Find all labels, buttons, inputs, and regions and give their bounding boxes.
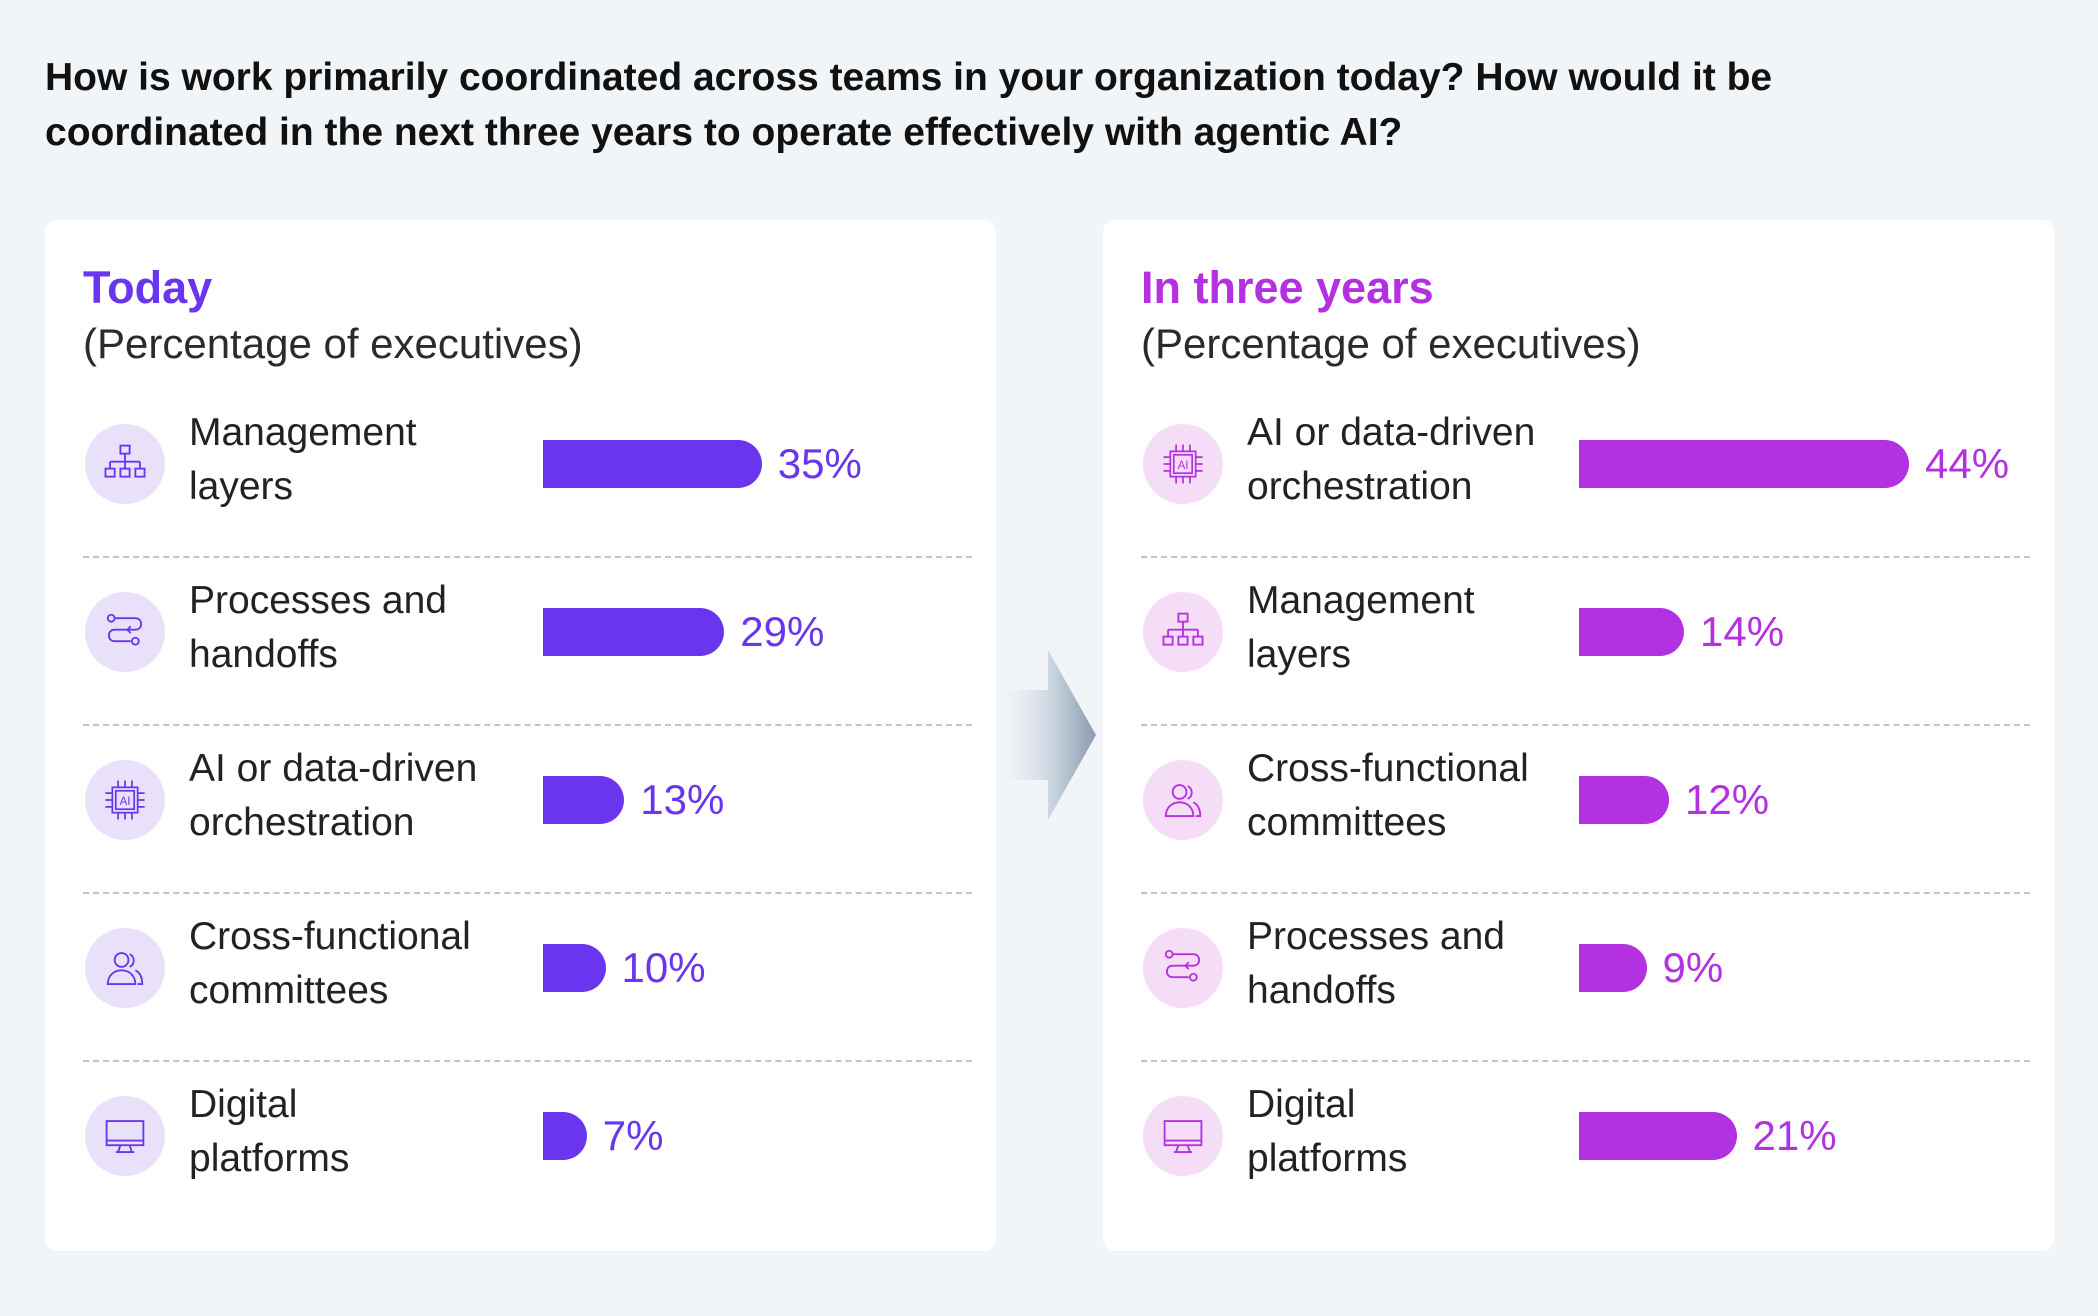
in-three-years-rows: AI AI or data-driven orchestration 44% Manag… bbox=[1103, 390, 2054, 1230]
ai-chip-icon: AI bbox=[85, 760, 165, 840]
bar bbox=[543, 776, 625, 824]
category-label-line: Management bbox=[1247, 579, 1475, 622]
workflow-icon bbox=[1143, 928, 1223, 1008]
category-label: AI or data-driven orchestration bbox=[1247, 406, 1577, 514]
value-label: 44% bbox=[1925, 440, 2010, 487]
chart-row: AI AI or data-driven orchestration 44% bbox=[1103, 390, 2054, 558]
bar bbox=[1579, 608, 1684, 656]
value-label: 12% bbox=[1685, 776, 1770, 823]
value-label: 29% bbox=[740, 608, 825, 655]
category-label-line: AI or data-driven bbox=[1247, 411, 1536, 454]
chart-row: Processes and handoffs 9% bbox=[1103, 894, 2054, 1062]
chart-row: Management layers 35% bbox=[45, 390, 996, 558]
in-three-years-panel: In three years (Percentage of executives… bbox=[1103, 220, 2054, 1251]
row-divider bbox=[83, 892, 972, 894]
chart-row: AI AI or data-driven orchestration 13% bbox=[45, 726, 996, 894]
category-label-line: platforms bbox=[189, 1137, 350, 1180]
category-label: Cross-functional committees bbox=[1247, 742, 1577, 850]
row-divider bbox=[1141, 724, 2030, 726]
value-label: 10% bbox=[621, 944, 706, 991]
row-divider bbox=[83, 556, 972, 558]
value-label: 9% bbox=[1662, 944, 1724, 991]
value-label: 14% bbox=[1700, 608, 1785, 655]
category-label-line: orchestration bbox=[1247, 465, 1473, 508]
today-rows: Management layers 35% Processes and handoffs… bbox=[45, 390, 996, 1230]
today-panel: Today (Percentage of executives) Managem… bbox=[45, 220, 996, 1251]
category-label-line: layers bbox=[1247, 633, 1352, 676]
today-subtitle: (Percentage of executives) bbox=[83, 320, 583, 367]
value-label: 7% bbox=[602, 1112, 664, 1159]
today-title: Today bbox=[83, 262, 213, 313]
category-label-line: platforms bbox=[1247, 1137, 1408, 1180]
bar bbox=[1579, 1112, 1737, 1160]
workflow-icon bbox=[85, 592, 165, 672]
category-label-line: Cross-functional bbox=[189, 915, 471, 958]
value-label: 35% bbox=[777, 440, 862, 487]
question-title: How is work primarily coordinated across… bbox=[45, 56, 1773, 154]
category-label: Management layers bbox=[1247, 574, 1577, 682]
category-label-line: Processes and bbox=[189, 579, 447, 622]
chart-row: Digital platforms 7% bbox=[45, 1062, 996, 1230]
monitor-icon bbox=[1143, 1096, 1223, 1176]
category-label: Cross-functional committees bbox=[189, 910, 519, 1018]
category-label: Management layers bbox=[189, 406, 519, 514]
value-label: 13% bbox=[640, 776, 725, 823]
people-icon bbox=[1143, 760, 1223, 840]
chart-row: Management layers 14% bbox=[1103, 558, 2054, 726]
bar bbox=[1579, 776, 1669, 824]
category-label-line: AI or data-driven bbox=[189, 747, 478, 790]
chart-row: Digital platforms 21% bbox=[1103, 1062, 2054, 1230]
bar bbox=[543, 440, 762, 488]
category-label-line: Digital bbox=[189, 1083, 298, 1126]
category-label: AI or data-driven orchestration bbox=[189, 742, 519, 850]
ai-chip-icon: AI bbox=[1143, 424, 1223, 504]
category-label-line: handoffs bbox=[1247, 969, 1396, 1012]
category-label-line: committees bbox=[189, 969, 389, 1012]
chart-row: Cross-functional committees 10% bbox=[45, 894, 996, 1062]
category-label-line: committees bbox=[1247, 801, 1447, 844]
bar bbox=[543, 1112, 587, 1160]
category-label: Digital platforms bbox=[189, 1078, 519, 1186]
category-label-line: handoffs bbox=[189, 633, 338, 676]
in-three-years-subtitle: (Percentage of executives) bbox=[1141, 320, 1641, 367]
category-label-line: orchestration bbox=[189, 801, 415, 844]
monitor-icon bbox=[85, 1096, 165, 1176]
bar bbox=[543, 944, 606, 992]
category-label: Digital platforms bbox=[1247, 1078, 1577, 1186]
transition-arrow-icon bbox=[1000, 650, 1096, 820]
category-label: Processes and handoffs bbox=[1247, 910, 1577, 1018]
row-divider bbox=[83, 1060, 972, 1062]
category-label-line: Processes and bbox=[1247, 915, 1505, 958]
in-three-years-title: In three years bbox=[1141, 262, 1434, 313]
chart-row: Processes and handoffs 29% bbox=[45, 558, 996, 726]
category-label-line: Cross-functional bbox=[1247, 747, 1529, 790]
bar bbox=[543, 608, 725, 656]
people-icon bbox=[85, 928, 165, 1008]
row-divider bbox=[1141, 892, 2030, 894]
svg-text:AI: AI bbox=[1178, 460, 1189, 472]
category-label-line: Management bbox=[189, 411, 417, 454]
category-label: Processes and handoffs bbox=[189, 574, 519, 682]
category-label-line: layers bbox=[189, 465, 294, 508]
row-divider bbox=[83, 724, 972, 726]
row-divider bbox=[1141, 556, 2030, 558]
org-chart-icon bbox=[85, 424, 165, 504]
row-divider bbox=[1141, 1060, 2030, 1062]
svg-text:AI: AI bbox=[120, 796, 131, 808]
bar bbox=[1579, 944, 1647, 992]
bar bbox=[1579, 440, 1909, 488]
category-label-line: Digital bbox=[1247, 1083, 1356, 1126]
chart-row: Cross-functional committees 12% bbox=[1103, 726, 2054, 894]
org-chart-icon bbox=[1143, 592, 1223, 672]
value-label: 21% bbox=[1752, 1112, 1837, 1159]
